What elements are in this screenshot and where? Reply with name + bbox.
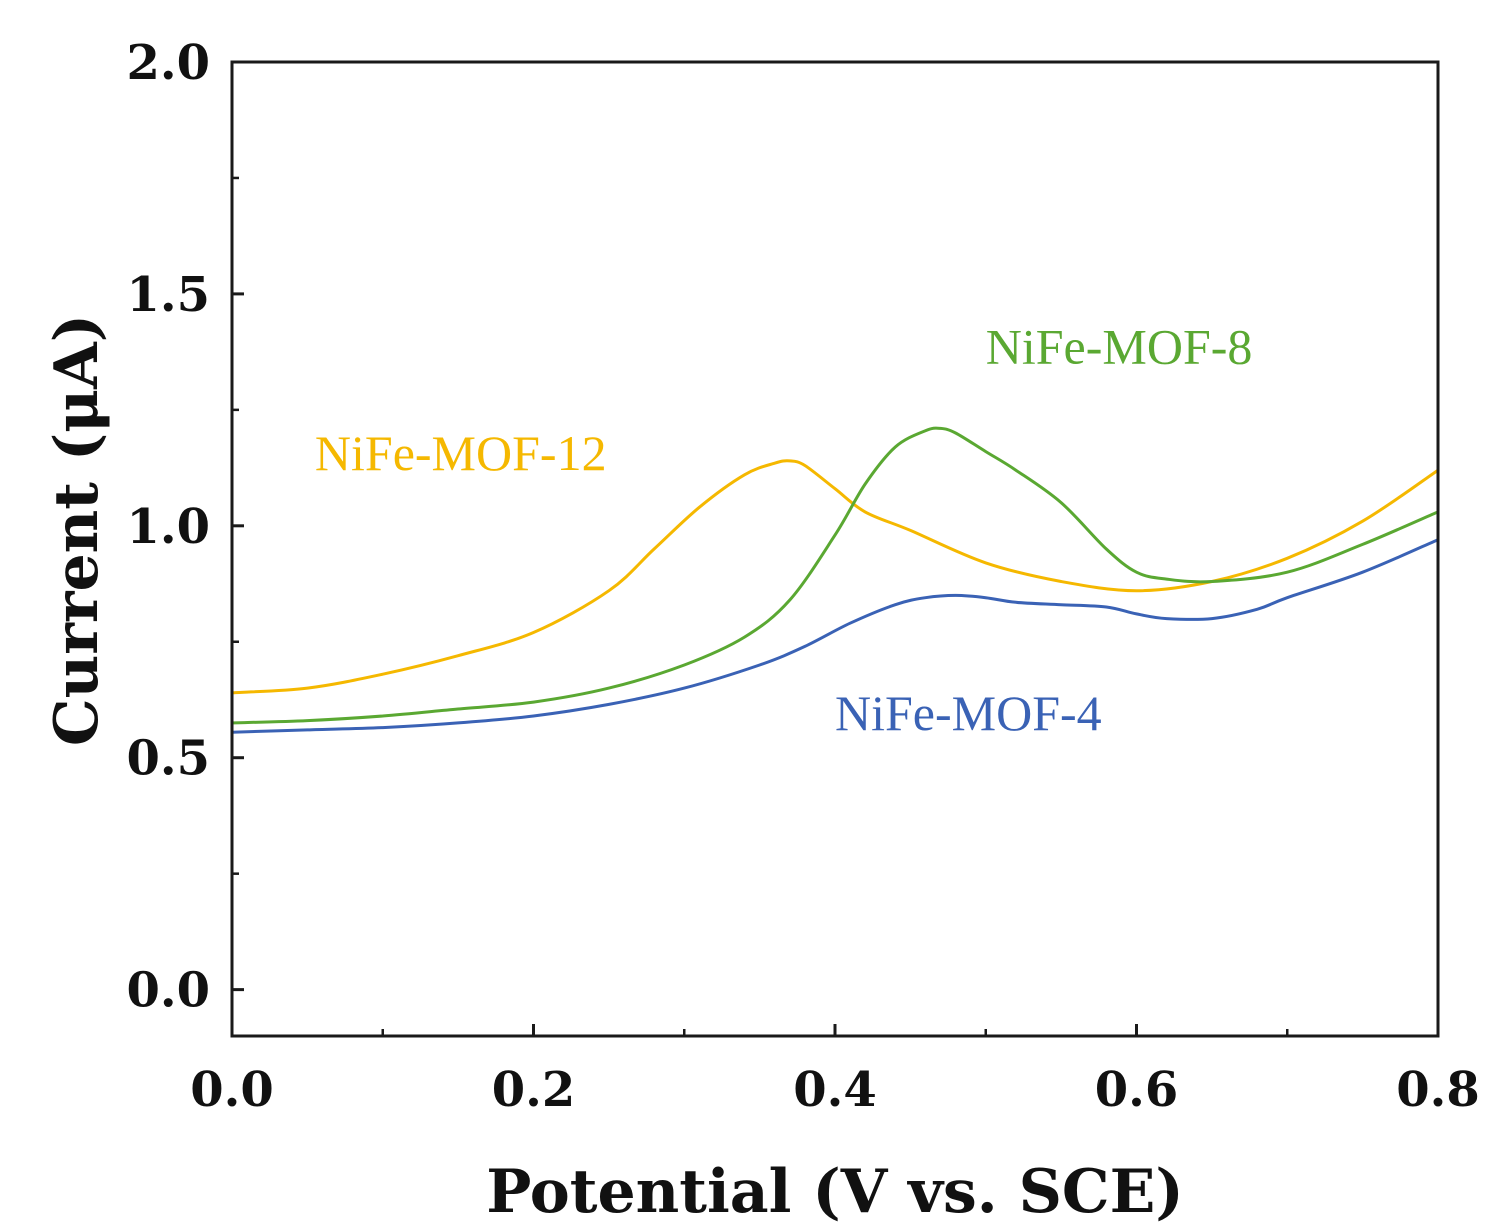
y-tick-label-3: 1.5 [126,267,210,323]
series-label-1: NiFe-MOF-8 [986,318,1253,374]
series-label-2: NiFe-MOF-4 [835,685,1102,741]
series-line-1 [230,426,1440,725]
y-axis-title: Current (μA) [42,314,112,746]
label-layer: NiFe-MOF-12 NiFe-MOF-8 NiFe-MOF-4 [315,318,1253,740]
y-tick-label-4: 2.0 [126,35,210,91]
x-tick-label-1: 0.2 [492,1062,576,1118]
x-tick-label-0: 0.0 [190,1062,274,1118]
series-line-0 [230,459,1440,695]
plot-frame [230,60,1440,1038]
x-tick-label-4: 0.8 [1396,1062,1480,1118]
y-tick-label-2: 1.0 [126,499,210,555]
x-axis-title: Potential (V vs. SCE) [486,1157,1184,1227]
x-tick-label-3: 0.6 [1095,1062,1179,1118]
axes-layer: 0.0 0.2 0.4 0.6 0.8 0.0 0.5 1.0 1.5 2.0 [126,35,1479,1118]
series-label-0: NiFe-MOF-12 [315,425,607,481]
series-line-2 [230,538,1440,734]
y-tick-label-1: 0.5 [126,731,210,787]
x-tick-label-2: 0.4 [793,1062,877,1118]
series-layer [230,426,1440,734]
y-tick-label-0: 0.0 [126,963,210,1019]
